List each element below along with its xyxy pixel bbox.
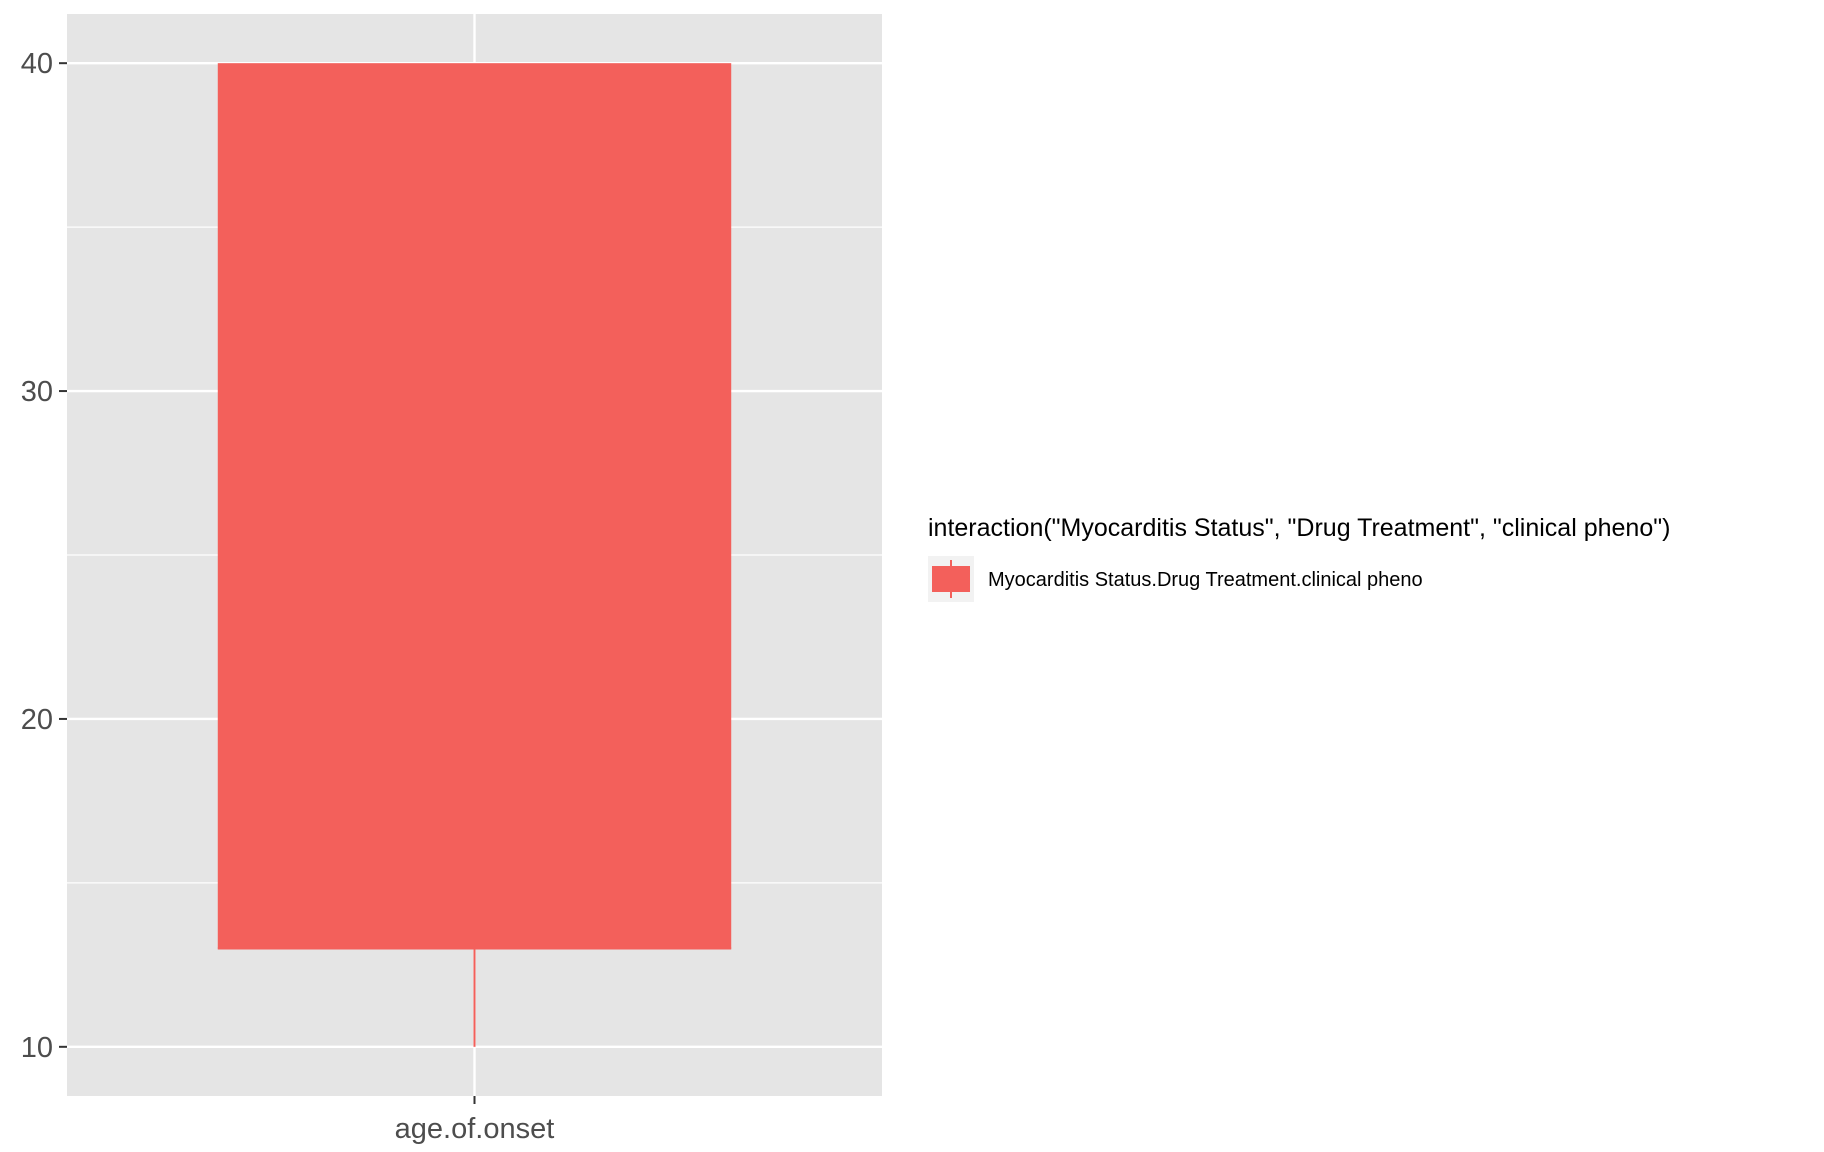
y-tick-label: 30 xyxy=(21,376,53,408)
x-tick-label: age.of.onset xyxy=(395,1113,555,1145)
boxes xyxy=(217,63,732,1047)
y-tick-label: 40 xyxy=(21,48,53,80)
box xyxy=(217,63,732,949)
y-tick-label: 20 xyxy=(21,704,53,736)
legend-key-box xyxy=(932,566,970,592)
legend-title: interaction("Myocarditis Status", "Drug … xyxy=(928,514,1670,542)
legend: interaction("Myocarditis Status", "Drug … xyxy=(928,514,1670,602)
legend-items: Myocarditis Status.Drug Treatment.clinic… xyxy=(928,556,1423,602)
x-axis: age.of.onset xyxy=(395,1096,555,1145)
y-tick-label: 10 xyxy=(21,1032,53,1064)
legend-entry-label: Myocarditis Status.Drug Treatment.clinic… xyxy=(988,569,1423,591)
y-axis: 10 20 30 40 xyxy=(21,48,67,1064)
